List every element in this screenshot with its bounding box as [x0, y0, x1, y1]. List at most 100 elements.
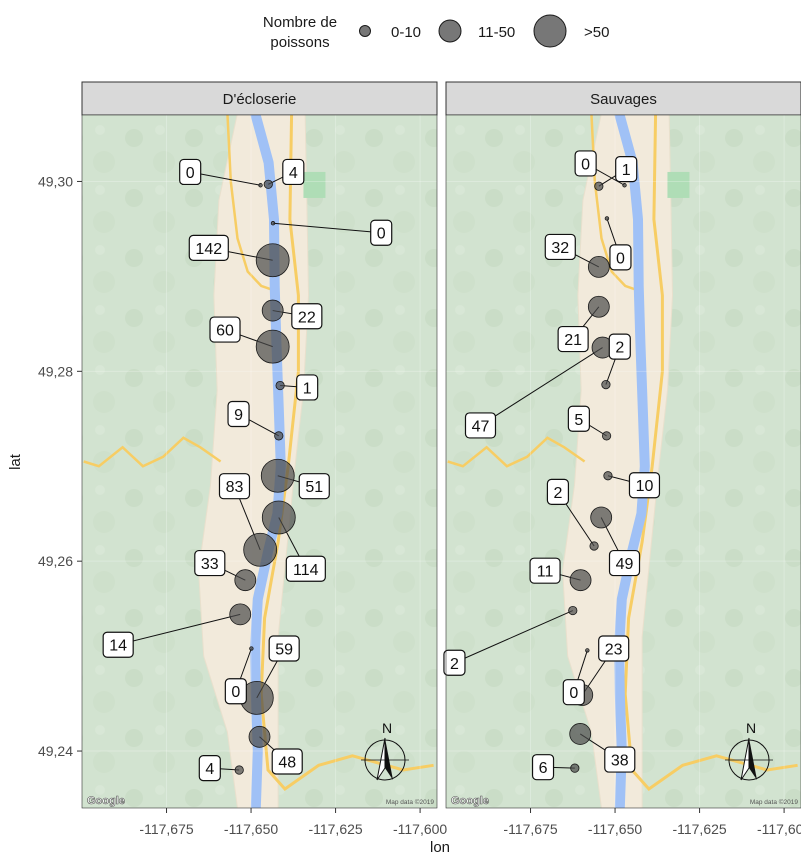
label-box	[598, 635, 630, 662]
data-point	[258, 183, 263, 188]
label-box	[604, 746, 636, 773]
data-label: 1	[622, 162, 631, 179]
x-axis-ticks: -117,675 -117,650 -117,625 -117,600	[503, 808, 801, 837]
label-box	[557, 325, 589, 353]
legend-title-line2: poissons	[270, 34, 329, 51]
label-box	[224, 678, 247, 705]
data-point	[274, 431, 284, 441]
north-arrow-icon: N	[361, 720, 409, 781]
data-label: 22	[298, 309, 316, 326]
data-point	[275, 380, 285, 391]
data-label: 10	[636, 478, 654, 495]
label-box	[271, 748, 303, 775]
data-label: 1	[303, 380, 312, 397]
leader-line	[118, 613, 241, 646]
label-box	[209, 316, 241, 343]
panel-1: D'écloserie Google Map data ©2019 N 0 4 0 142 22…	[38, 81, 447, 837]
data-label: 2	[553, 485, 562, 502]
map-background	[446, 115, 801, 808]
data-label: 32	[551, 240, 569, 257]
x-axis-title: lon	[430, 839, 450, 856]
data-point	[604, 216, 610, 221]
data-label: 83	[226, 479, 244, 496]
axis-titles: lon lat	[7, 453, 450, 856]
data-point	[587, 295, 610, 318]
label-box	[179, 158, 202, 186]
legend-item-label: 11-50	[478, 24, 515, 41]
data-label: 6	[539, 760, 548, 777]
label-box	[102, 631, 134, 658]
label-box	[443, 649, 466, 676]
park-area	[667, 171, 690, 198]
leader-line	[190, 171, 261, 186]
leader-lines	[118, 171, 382, 771]
label-box	[218, 473, 251, 500]
data-point	[568, 605, 578, 616]
data-label: 33	[201, 556, 219, 573]
label-box	[291, 303, 323, 330]
data-label: 9	[234, 407, 243, 424]
label-box	[198, 755, 221, 782]
points	[568, 181, 627, 773]
data-label: 0	[231, 684, 240, 701]
data-point	[234, 765, 244, 775]
label-box	[268, 635, 300, 662]
data-point	[569, 569, 592, 592]
data-label: 0	[569, 685, 578, 702]
facet-title: Sauvages	[590, 91, 657, 108]
legend: Nombre de poissons 0-10 11-50 >50	[263, 14, 610, 51]
label-box	[298, 473, 330, 500]
y-tick-label: 49,24	[38, 743, 73, 759]
data-label: 5	[574, 412, 583, 429]
leader-line	[454, 610, 573, 664]
points	[229, 179, 296, 775]
google-logo: Google	[87, 795, 125, 807]
data-label: 21	[564, 332, 582, 349]
data-label: 11	[537, 564, 554, 581]
data-point	[594, 181, 604, 191]
facet-title: D'écloserie	[223, 91, 297, 108]
data-label: 0	[377, 226, 386, 243]
data-point	[255, 243, 290, 278]
data-label: 51	[305, 479, 323, 496]
y-axis-title: lat	[7, 453, 24, 470]
facet-strip	[445, 81, 801, 116]
data-point	[255, 329, 290, 364]
data-label: 14	[109, 638, 127, 655]
legend-key-3	[533, 14, 567, 48]
label-box	[608, 549, 641, 577]
data-point	[260, 458, 295, 493]
data-point	[270, 221, 276, 226]
data-point	[249, 646, 254, 651]
data-label: 47	[472, 418, 490, 435]
x-tick-label: -117,625	[308, 821, 362, 837]
data-label: 0	[616, 250, 625, 267]
google-logo: Google	[451, 795, 489, 807]
data-point	[261, 299, 284, 322]
y-tick-label: 49,26	[38, 553, 73, 569]
data-label: 59	[275, 642, 293, 659]
x-tick-label: -117,600	[393, 821, 447, 837]
facet-strip	[81, 81, 438, 116]
data-label: 0	[581, 156, 590, 173]
data-label: 48	[278, 754, 296, 771]
legend-title-line1: Nombre de	[263, 14, 337, 31]
x-tick-label: -117,600	[757, 821, 801, 837]
label-box	[194, 549, 226, 577]
label-box	[567, 405, 590, 432]
label-box	[628, 472, 661, 499]
data-point	[570, 763, 580, 773]
data-label: 142	[195, 241, 222, 258]
data-point	[248, 725, 271, 748]
label-box	[544, 233, 576, 261]
label-box	[285, 555, 326, 582]
data-point	[569, 723, 592, 745]
data-label: 49	[616, 556, 634, 573]
data-label: 0	[186, 165, 195, 182]
legend-item-label: 0-10	[391, 24, 421, 41]
data-label: 38	[611, 753, 629, 770]
data-point	[590, 506, 613, 529]
